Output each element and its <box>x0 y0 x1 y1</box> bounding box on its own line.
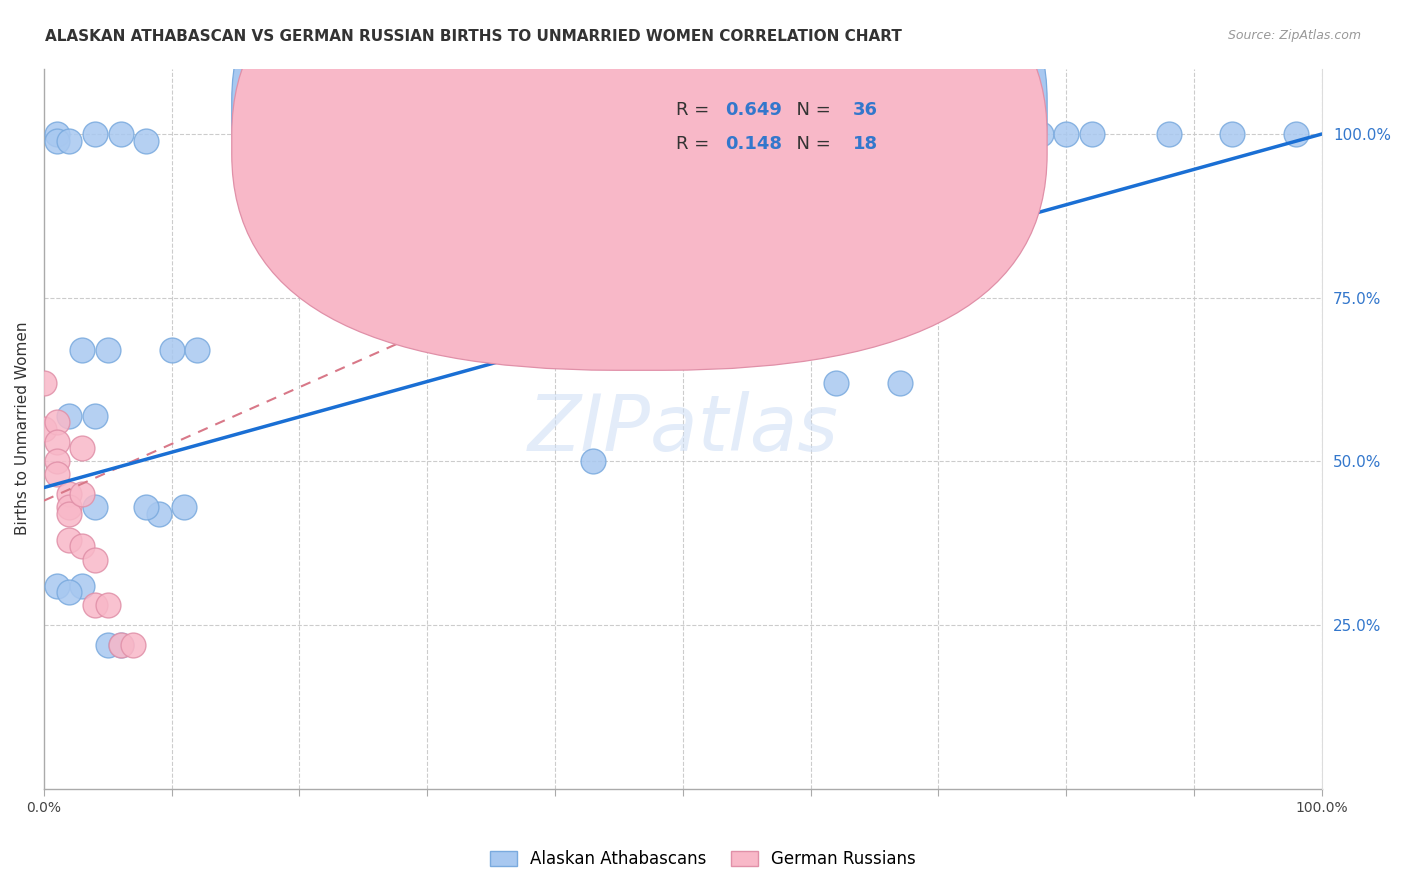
Text: 0.649: 0.649 <box>725 102 782 120</box>
Point <box>70 579 93 593</box>
Point <box>58 500 80 515</box>
Point <box>519 127 541 141</box>
Point <box>70 540 93 554</box>
Point <box>97 343 120 357</box>
Point <box>582 454 605 468</box>
Point <box>70 343 93 357</box>
Point <box>58 409 80 423</box>
FancyBboxPatch shape <box>232 0 1047 370</box>
Point <box>84 409 107 423</box>
Point <box>288 127 311 141</box>
Text: 36: 36 <box>853 102 877 120</box>
Y-axis label: Births to Unmarried Women: Births to Unmarried Women <box>15 322 30 535</box>
Point <box>1054 127 1077 141</box>
Point <box>84 127 107 141</box>
Point <box>135 500 157 515</box>
Point <box>148 507 170 521</box>
Point <box>416 127 439 141</box>
Point <box>991 127 1014 141</box>
Point <box>97 599 120 613</box>
Point <box>32 376 55 390</box>
Point <box>45 134 67 148</box>
Point <box>173 500 195 515</box>
Point <box>1029 127 1052 141</box>
Point <box>186 343 208 357</box>
Point <box>58 134 80 148</box>
Text: N =: N = <box>785 102 837 120</box>
Text: ZIPatlas: ZIPatlas <box>527 391 838 467</box>
Point <box>110 127 132 141</box>
Point <box>58 533 80 547</box>
Point <box>110 638 132 652</box>
Point <box>45 415 67 429</box>
Point <box>58 487 80 501</box>
Point <box>45 579 67 593</box>
Point <box>97 638 120 652</box>
Point <box>84 599 107 613</box>
Point <box>1285 127 1308 141</box>
Point <box>45 434 67 449</box>
Text: Source: ZipAtlas.com: Source: ZipAtlas.com <box>1227 29 1361 42</box>
Legend: Alaskan Athabascans, German Russians: Alaskan Athabascans, German Russians <box>484 844 922 875</box>
Point <box>70 487 93 501</box>
Point <box>84 552 107 566</box>
Point <box>45 127 67 141</box>
Point <box>1081 127 1104 141</box>
Point <box>58 585 80 599</box>
Point <box>58 507 80 521</box>
Point <box>70 442 93 456</box>
Text: ALASKAN ATHABASCAN VS GERMAN RUSSIAN BIRTHS TO UNMARRIED WOMEN CORRELATION CHART: ALASKAN ATHABASCAN VS GERMAN RUSSIAN BIR… <box>45 29 901 44</box>
Point <box>825 376 848 390</box>
Point <box>135 134 157 148</box>
Point <box>1222 127 1244 141</box>
Text: N =: N = <box>785 136 837 153</box>
Point <box>122 638 145 652</box>
Point <box>160 343 183 357</box>
Point <box>45 454 67 468</box>
Point <box>84 500 107 515</box>
FancyBboxPatch shape <box>588 79 952 177</box>
Text: 18: 18 <box>853 136 877 153</box>
Text: 0.148: 0.148 <box>725 136 782 153</box>
Point <box>45 467 67 482</box>
FancyBboxPatch shape <box>232 0 1047 336</box>
Text: R =: R = <box>676 102 716 120</box>
Point <box>32 422 55 436</box>
Point <box>110 638 132 652</box>
Point <box>519 244 541 259</box>
Point <box>1157 127 1180 141</box>
Point <box>735 244 758 259</box>
Point <box>889 376 911 390</box>
Text: R =: R = <box>676 136 716 153</box>
